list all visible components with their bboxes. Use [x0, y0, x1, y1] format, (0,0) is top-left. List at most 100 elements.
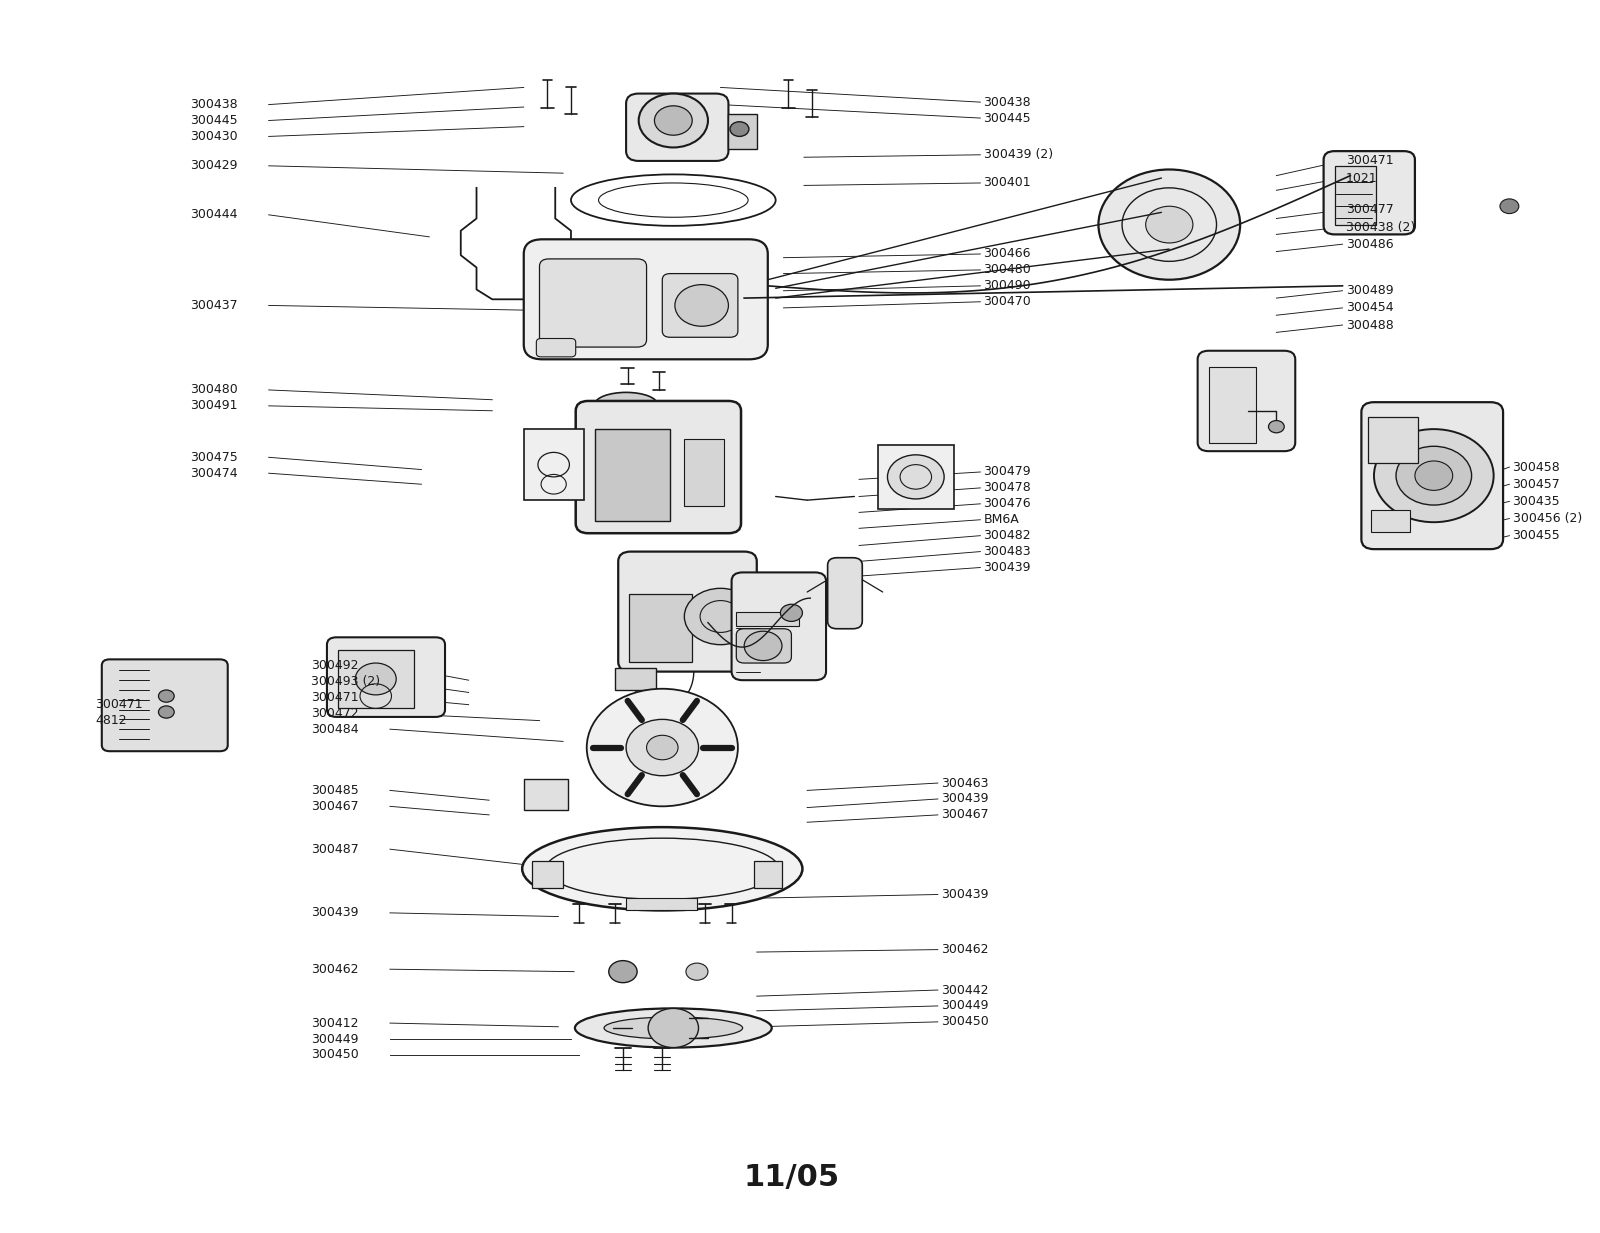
Text: 300467: 300467: [941, 809, 989, 821]
Text: 300482: 300482: [984, 529, 1030, 543]
Text: 4812: 4812: [96, 714, 126, 727]
Text: 300485: 300485: [310, 784, 358, 797]
Text: 300467: 300467: [310, 800, 358, 813]
FancyBboxPatch shape: [1323, 152, 1414, 234]
Ellipse shape: [605, 1017, 742, 1039]
Text: 300466: 300466: [984, 248, 1030, 260]
Text: 300480: 300480: [984, 264, 1032, 276]
FancyArrowPatch shape: [685, 703, 696, 718]
Text: 300439: 300439: [941, 888, 989, 901]
Text: 300493 (2): 300493 (2): [310, 674, 381, 688]
Bar: [629, 594, 693, 662]
Text: 300462: 300462: [310, 963, 358, 975]
Text: 300490: 300490: [984, 280, 1030, 292]
Text: 300450: 300450: [310, 1048, 358, 1062]
Ellipse shape: [574, 1009, 771, 1048]
Text: 300470: 300470: [984, 295, 1032, 308]
Bar: [736, 612, 800, 626]
Text: 300472: 300472: [310, 707, 358, 720]
Circle shape: [638, 94, 707, 148]
Text: 300487: 300487: [310, 842, 358, 856]
Text: 300479: 300479: [984, 466, 1030, 478]
Text: 300439: 300439: [984, 561, 1030, 575]
FancyBboxPatch shape: [736, 629, 792, 663]
Text: 300462: 300462: [941, 943, 989, 956]
Circle shape: [626, 719, 699, 776]
FancyBboxPatch shape: [827, 557, 862, 629]
Bar: [685, 439, 723, 507]
Circle shape: [675, 285, 728, 327]
Text: 300455: 300455: [1512, 529, 1560, 543]
Circle shape: [646, 735, 678, 760]
Text: 300430: 300430: [190, 129, 237, 143]
Text: 300412: 300412: [310, 1016, 358, 1030]
Text: 300438 (2): 300438 (2): [1346, 221, 1414, 233]
Circle shape: [781, 604, 803, 621]
FancyArrowPatch shape: [629, 703, 640, 718]
Text: 300458: 300458: [1512, 461, 1560, 473]
Circle shape: [888, 455, 944, 499]
Text: 300474: 300474: [190, 467, 237, 480]
Bar: [754, 862, 782, 888]
Circle shape: [686, 963, 707, 980]
Text: 300486: 300486: [1346, 238, 1394, 250]
Circle shape: [1374, 429, 1494, 523]
Text: 300454: 300454: [1346, 301, 1394, 314]
Text: 300483: 300483: [984, 545, 1030, 559]
Circle shape: [1146, 206, 1194, 243]
Bar: [626, 898, 698, 910]
Circle shape: [648, 1009, 699, 1048]
FancyBboxPatch shape: [539, 259, 646, 346]
Bar: [1371, 510, 1410, 531]
Text: 300484: 300484: [310, 723, 358, 736]
Text: BM6A: BM6A: [984, 513, 1019, 526]
Text: 300477: 300477: [1346, 203, 1394, 217]
Text: 300439: 300439: [941, 793, 989, 805]
Bar: [878, 445, 954, 509]
Circle shape: [1269, 420, 1285, 433]
Text: 300445: 300445: [190, 113, 237, 127]
Circle shape: [1099, 169, 1240, 280]
Text: 300491: 300491: [190, 399, 237, 412]
Text: 300444: 300444: [190, 208, 237, 221]
Bar: [523, 779, 568, 810]
Text: 300438: 300438: [984, 96, 1030, 109]
Bar: [1334, 165, 1376, 224]
FancyBboxPatch shape: [326, 637, 445, 716]
Text: 300449: 300449: [310, 1032, 358, 1046]
Text: 300445: 300445: [984, 111, 1030, 125]
FancyBboxPatch shape: [536, 339, 576, 356]
Bar: [531, 862, 563, 888]
FancyBboxPatch shape: [626, 94, 728, 162]
Text: 300476: 300476: [984, 497, 1030, 510]
Text: 300438: 300438: [190, 99, 237, 111]
Text: 11/05: 11/05: [744, 1163, 840, 1192]
Bar: [614, 668, 656, 690]
Text: 300492: 300492: [310, 658, 358, 672]
FancyArrowPatch shape: [629, 777, 640, 792]
Bar: [523, 429, 584, 501]
Text: 300437: 300437: [190, 298, 237, 312]
Bar: [1368, 417, 1418, 464]
Text: 300471: 300471: [96, 698, 142, 711]
FancyBboxPatch shape: [618, 551, 757, 672]
Text: 300439: 300439: [310, 906, 358, 920]
Text: 300401: 300401: [984, 176, 1030, 190]
FancyBboxPatch shape: [1198, 350, 1296, 451]
Circle shape: [355, 663, 397, 695]
Text: 300456 (2): 300456 (2): [1512, 512, 1582, 525]
Text: 300442: 300442: [941, 984, 989, 996]
Text: 300463: 300463: [941, 777, 989, 789]
Ellipse shape: [595, 392, 658, 417]
FancyBboxPatch shape: [576, 401, 741, 533]
Text: 300435: 300435: [1512, 494, 1560, 508]
Bar: [595, 429, 670, 522]
Ellipse shape: [522, 827, 803, 910]
Circle shape: [587, 689, 738, 806]
FancyBboxPatch shape: [662, 274, 738, 338]
Circle shape: [608, 961, 637, 983]
Bar: [338, 650, 413, 708]
Text: 300488: 300488: [1346, 318, 1394, 332]
Text: 300471: 300471: [1346, 154, 1394, 168]
Text: 1021: 1021: [1346, 171, 1378, 185]
